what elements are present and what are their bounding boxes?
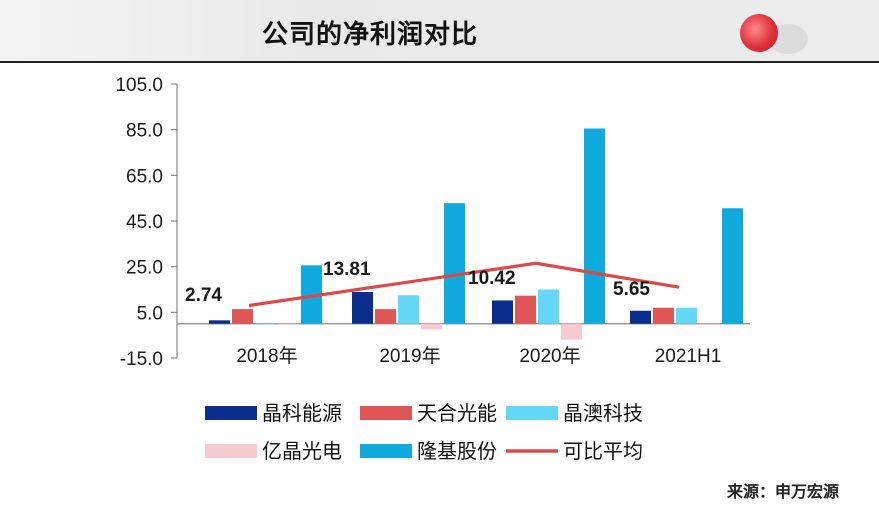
y-tick-label: 45.0 (126, 212, 163, 233)
source-note: 来源：申万宏源 (726, 482, 839, 501)
bar (722, 208, 743, 324)
chart-title: 公司的净利润对比 (262, 20, 479, 50)
bar (630, 310, 651, 324)
legend-swatch (205, 444, 257, 458)
legend-swatch (205, 406, 257, 420)
bar (398, 295, 419, 324)
bar (699, 323, 720, 325)
bar (421, 323, 442, 330)
bar (492, 300, 513, 324)
average-line-path (248, 261, 680, 308)
y-tick-label: 65.0 (126, 166, 163, 187)
x-tick-label: 2018年 (236, 345, 297, 367)
bar (375, 309, 396, 324)
x-tick-label: 2021H1 (655, 346, 722, 367)
bar (584, 128, 605, 324)
data-label: 10.42 (468, 268, 516, 289)
brand-logo-icon (740, 14, 778, 52)
y-tick-label: 25.0 (126, 258, 163, 279)
y-tick-label: 5.0 (137, 303, 163, 324)
x-tick-label: 2019年 (379, 345, 440, 367)
legend-label: 可比平均 (563, 439, 643, 463)
bar (209, 320, 230, 324)
data-label: 2.74 (185, 285, 222, 306)
bar (561, 323, 582, 340)
bar (232, 309, 253, 324)
bar (444, 203, 465, 324)
bar (515, 295, 536, 324)
title-banner (0, 0, 879, 62)
y-tick-label: 85.0 (126, 121, 163, 142)
x-axis: 2018年 2019年 2020年 2021H1 (177, 323, 750, 367)
data-label: 13.81 (323, 259, 371, 280)
legend-label: 晶科能源 (262, 401, 342, 425)
bar (653, 307, 674, 324)
bar (255, 323, 276, 325)
bar (301, 265, 322, 324)
y-tick-label: -15.0 (120, 349, 163, 370)
legend-swatch (360, 444, 412, 458)
legend-label: 隆基股份 (417, 439, 497, 463)
legend-swatch (360, 406, 412, 420)
legend-label: 晶澳科技 (563, 401, 643, 425)
average-line (248, 261, 680, 308)
bar (278, 323, 299, 325)
legend-label: 天合光能 (417, 401, 497, 425)
title-divider (0, 61, 879, 63)
y-axis: 105.0 85.0 65.0 45.0 25.0 5.0 -15.0 (115, 75, 178, 370)
y-tick-label: 105.0 (115, 75, 163, 96)
bar-series (209, 128, 743, 340)
bar (676, 307, 697, 324)
data-labels: 2.74 13.81 10.42 5.65 (185, 259, 650, 306)
legend-swatch (506, 406, 558, 420)
data-label: 5.65 (613, 279, 650, 300)
legend-label: 亿晶光电 (262, 439, 342, 463)
bar (352, 292, 373, 324)
bar (538, 289, 559, 324)
x-tick-label: 2020年 (519, 345, 580, 367)
